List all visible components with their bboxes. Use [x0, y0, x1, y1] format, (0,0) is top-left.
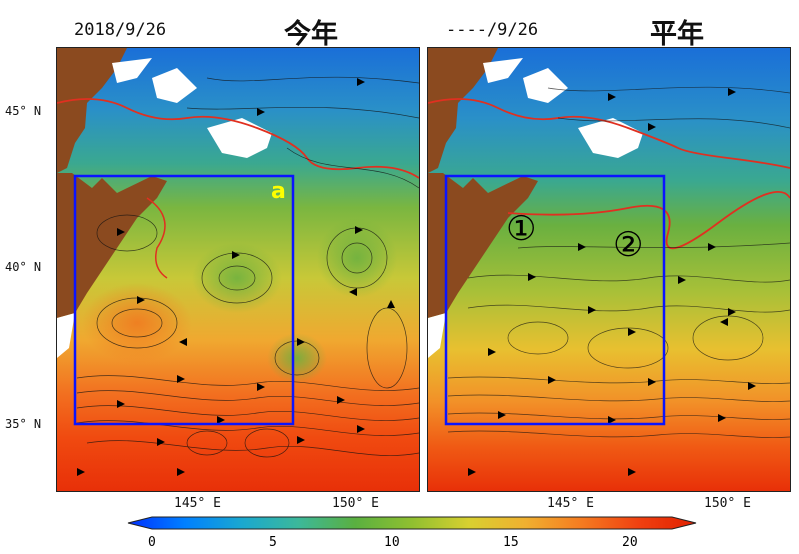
panel-left-title: 今年: [284, 19, 338, 50]
analysis-box: [73, 174, 295, 426]
contour-line: [507, 190, 790, 250]
coast-gap: [428, 313, 446, 358]
panel-right-title: 平年: [650, 19, 704, 50]
streamlines: [447, 86, 790, 438]
colorbar: [127, 516, 697, 530]
lon-label-150-right: 150° E: [704, 496, 751, 511]
colorbar-tick-15: 15: [503, 535, 519, 550]
lon-label-150-left: 150° E: [332, 496, 379, 511]
cold-eddy: [317, 218, 397, 298]
colorbar-tick-10: 10: [384, 535, 400, 550]
contour-line: [428, 98, 790, 169]
analysis-box: [444, 174, 666, 426]
island: [152, 68, 197, 103]
streamlines: [76, 76, 419, 458]
current-arrows: [468, 88, 756, 476]
map-panel-normal-year: ① ②: [427, 47, 791, 492]
lon-label-145-right: 145° E: [547, 496, 594, 511]
panel-left-date: 2018/9/26: [74, 20, 167, 40]
warm-eddy: [82, 283, 192, 363]
cold-eddy: [192, 243, 282, 313]
lon-label-145-left: 145° E: [174, 496, 221, 511]
lat-label-45: 45° N: [5, 104, 42, 118]
land-gap: [112, 58, 152, 83]
colorbar-bar: [127, 516, 697, 530]
land-honshu: [57, 173, 167, 318]
marker-1: ①: [506, 209, 536, 249]
land-gap: [483, 58, 523, 83]
land-hokkaido: [57, 48, 127, 173]
annotation-a: a: [271, 179, 286, 204]
colorbar-tick-5: 5: [269, 535, 277, 550]
sst-map-current: a: [57, 48, 419, 491]
island: [523, 68, 568, 103]
contour-line: [57, 98, 419, 179]
map-panel-current-year: a: [56, 47, 420, 492]
lat-label-35: 35° N: [5, 417, 42, 431]
sst-map-normal: ① ②: [428, 48, 790, 491]
land-honshu: [428, 173, 538, 318]
current-arrows: [77, 78, 395, 476]
lat-label-40: 40° N: [5, 260, 42, 274]
contour-line: [146, 197, 168, 279]
panel-right-date: ----/9/26: [446, 20, 539, 40]
colorbar-tick-20: 20: [622, 535, 638, 550]
coast-gap: [57, 313, 75, 358]
colorbar-tick-0: 0: [148, 535, 156, 550]
marker-2: ②: [613, 225, 643, 265]
land-hokkaido: [428, 48, 498, 173]
